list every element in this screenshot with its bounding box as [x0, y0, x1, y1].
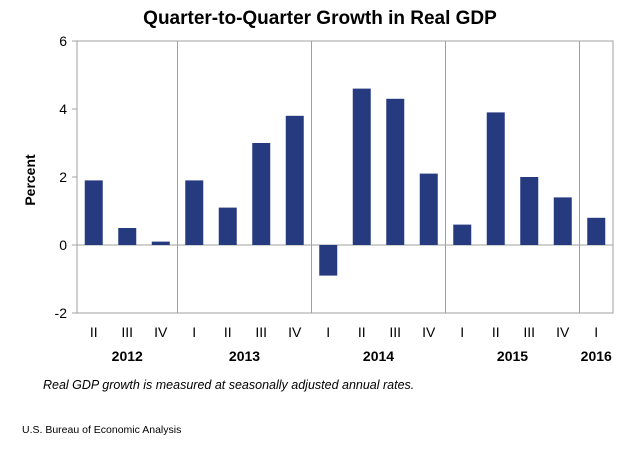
y-tick-label: 4 [59, 101, 67, 117]
x-tick-label: II [90, 324, 98, 340]
x-tick-label: III [255, 324, 267, 340]
y-tick-label: 0 [59, 237, 67, 253]
y-tick-label: 2 [59, 169, 67, 185]
x-tick-label: I [326, 324, 330, 340]
footnote: Real GDP growth is measured at seasonall… [43, 378, 415, 392]
year-label: 2014 [363, 348, 394, 364]
x-tick-label: II [224, 324, 232, 340]
y-axis-label: Percent [22, 154, 38, 206]
x-tick-label: II [492, 324, 500, 340]
x-tick-label: IV [556, 324, 570, 340]
bar [118, 228, 137, 245]
chart-title: Quarter-to-Quarter Growth in Real GDP [143, 8, 497, 29]
bar [520, 177, 539, 245]
bar [352, 88, 371, 245]
year-label: 2016 [581, 348, 612, 364]
bar [386, 98, 405, 245]
bar [185, 180, 204, 245]
bar [151, 241, 170, 245]
y-tick-label: 6 [59, 33, 67, 49]
bar [285, 115, 304, 245]
x-tick-label: I [594, 324, 598, 340]
x-tick-label: III [523, 324, 535, 340]
x-tick-label: III [389, 324, 401, 340]
bar [486, 112, 505, 246]
bar [319, 245, 338, 276]
bars [84, 88, 606, 276]
x-tick-label: IV [288, 324, 302, 340]
x-tick-label: I [192, 324, 196, 340]
x-tick-label: III [121, 324, 133, 340]
year-label: 2015 [497, 348, 528, 364]
x-tick-label: I [460, 324, 464, 340]
year-label: 2012 [112, 348, 143, 364]
year-label: 2013 [229, 348, 260, 364]
source-label: U.S. Bureau of Economic Analysis [22, 424, 182, 436]
bar [587, 217, 606, 245]
x-tick-label: IV [154, 324, 168, 340]
y-tick-label: -2 [55, 305, 68, 321]
x-tick-label: II [358, 324, 366, 340]
bar [553, 197, 572, 245]
bar [84, 180, 103, 245]
bar [453, 224, 472, 245]
bar [218, 207, 237, 245]
x-tick-label: IV [422, 324, 436, 340]
bar [252, 143, 271, 245]
bar [419, 173, 438, 245]
